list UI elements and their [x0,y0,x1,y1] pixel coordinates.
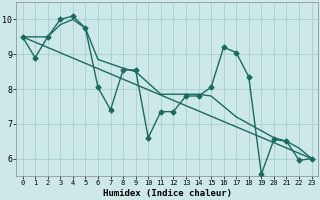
X-axis label: Humidex (Indice chaleur): Humidex (Indice chaleur) [103,189,232,198]
